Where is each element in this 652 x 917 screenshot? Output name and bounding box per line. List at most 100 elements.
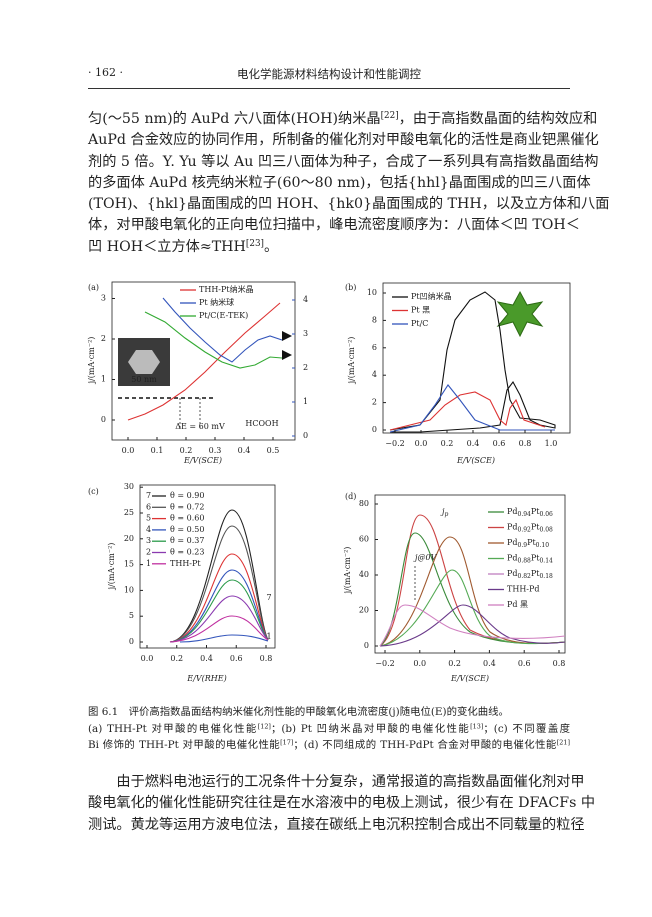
curve: [379, 536, 566, 647]
x-tick-label: 0.0: [141, 654, 154, 663]
y-tick-label: 80: [359, 499, 369, 508]
x-tick-label: 0.6: [493, 439, 506, 448]
x-axis-label: E/V(SCE): [456, 456, 495, 465]
text: Bi 修饰的 THH-Pt 对甲酸的电催化性能: [88, 739, 281, 752]
legend-text: 0.92: [518, 526, 532, 533]
running-title: 电化学能源材料结构设计和性能调控: [237, 67, 421, 81]
legend-label: Pd0.88Pt0.14: [507, 554, 553, 565]
y-axis-label: j/(mA·cm⁻²): [87, 337, 96, 385]
text-line: AuPd 合金效应的协同作用，所制备的催化剂对甲酸电氧化的活性是商业钯黑催化: [88, 130, 599, 151]
caption: 图 6.1 评价高指数晶面结构纳米催化剂性能的甲酸氧化电流密度(j)随电位(E)…: [88, 704, 570, 754]
legend-text: Pt: [527, 538, 536, 547]
curve: [169, 579, 269, 643]
legend-text: Pt: [531, 523, 540, 532]
annotation: 50 nm: [131, 375, 157, 384]
legend-text: Pd: [507, 569, 518, 578]
text: 的多面体 AuPd 核壳纳米粒子(60～80 nm)，包括{hhl}晶面围成的凹…: [88, 174, 591, 191]
legend-label: Pd 黑: [507, 600, 528, 609]
x-tick-label: 0.4: [483, 659, 496, 668]
citation: [17]: [280, 738, 294, 747]
legend-text: 0.94: [518, 511, 532, 518]
x-tick-label: 0.8: [260, 654, 273, 663]
x-tick-label: 0.3: [209, 446, 222, 455]
text: 凹 HOH＜立方体≈THH: [88, 238, 246, 255]
legend-text: Pd 黑: [507, 600, 528, 609]
legend-label: Pd0.92Pt0.08: [507, 523, 553, 534]
text-line: 测试。黄龙等运用方波电位法，直接在碳纸上电沉积控制合成出不同载量的粒径: [88, 815, 585, 836]
y-tick-label: 30: [124, 482, 134, 491]
legend-text: Pt 黑: [411, 306, 430, 315]
x-axis-label: E/V(RHE): [186, 674, 226, 683]
legend-number: 3: [146, 536, 151, 545]
y2-tick-label: 3: [303, 329, 308, 338]
x-tick-label: 0.1: [151, 446, 164, 455]
text-line: Bi 修饰的 THH-Pt 对甲酸的电催化性能[17]；(d) 不同组成的 TH…: [88, 737, 570, 754]
inset-particle: [128, 350, 160, 374]
legend-text: Pt 纳米球: [199, 297, 234, 307]
text-line: 凹 HOH＜立方体≈THH[23]。: [88, 237, 570, 258]
page-number: · 162 ·: [88, 66, 123, 79]
legend-text: Pt凹纳米晶: [411, 291, 452, 301]
legend-label: THH-Pt纳米晶: [199, 284, 254, 294]
particle-icon: [496, 290, 544, 338]
legend-label: Pd0.94Pt0.06: [507, 507, 553, 518]
legend-text: 0.08: [539, 526, 553, 533]
x-tick-label: 0.8: [553, 659, 566, 668]
y-tick-label: 0: [364, 641, 369, 650]
x-tick-label: −0.2: [385, 439, 404, 448]
y-tick-label: 10: [124, 585, 134, 594]
annotation: 7: [266, 593, 271, 602]
text-line: 图 6.1 评价高指数晶面结构纳米催化剂性能的甲酸氧化电流密度(j)随电位(E)…: [88, 704, 570, 721]
panel-label: (a): [88, 283, 99, 292]
y-tick-label: 20: [359, 606, 369, 615]
x-tick-label: −0.2: [375, 659, 394, 668]
x-tick-label: 0.2: [441, 439, 454, 448]
y-tick-label: 2: [101, 334, 106, 343]
annotation: j@0V: [413, 553, 438, 562]
curve: [169, 595, 269, 643]
text-line: 剂的 5 倍。Y. Yu 等以 Au 凹三八面体为种子，合成了一系列具有高指数晶…: [88, 152, 598, 173]
legend-text: 0.88: [518, 557, 532, 564]
legend-label: θ = 0.60: [170, 514, 204, 523]
curve: [127, 302, 281, 421]
x-tick-label: 0.0: [122, 446, 135, 455]
text: AuPd 合金效应的协同作用，所制备的催化剂对甲酸电氧化的活性是商业钯黑催化: [88, 132, 599, 149]
citation: [13]: [470, 722, 484, 731]
legend-number: 6: [146, 502, 151, 511]
y-tick-label: 6: [372, 343, 377, 352]
curve: [389, 384, 555, 433]
text: ，由于高指数晶面的结构效应和: [398, 111, 598, 127]
x-tick-label: 0.4: [238, 446, 251, 455]
y-tick-label: 15: [124, 560, 134, 569]
text: ；(c) 不同覆盖度: [483, 722, 571, 735]
legend-label: THH-Pd: [507, 585, 540, 594]
x-tick-label: 1.0: [545, 439, 558, 448]
text-line: 由于燃料电池运行的工况条件十分复杂，通常报道的高指数晶面催化剂对甲: [88, 772, 584, 793]
curve: [169, 615, 269, 643]
curve: [162, 297, 283, 363]
legend-text: 0.18: [539, 573, 553, 580]
annotation-text: j: [440, 507, 445, 516]
x-tick-label: 0.4: [467, 439, 480, 448]
y-tick-label: 0: [101, 415, 106, 424]
legend-label: Pd0.82Pt0.18: [507, 569, 553, 580]
paragraph: 匀(～55 nm)的 AuPd 六八面体(HOH)纳米晶[22]，由于高指数晶面…: [88, 109, 609, 258]
curve: [379, 514, 566, 647]
legend-label: Pt 黑: [411, 306, 430, 315]
legend-label: Pt/C(E-TEK): [199, 311, 248, 320]
plot-frame: [374, 494, 566, 654]
legend-text: Pt/C: [411, 319, 428, 328]
legend-text: THH-Pt纳米晶: [199, 284, 254, 294]
legend-number: 1: [146, 559, 151, 568]
annotation: jp: [440, 507, 448, 518]
text: (TOH)、{hkl}晶面围成的凹 HOH、{hk0}晶面围成的 THH，以及立…: [88, 196, 610, 213]
legend-text: THH-Pd: [507, 585, 540, 594]
y-tick-label: 3: [101, 294, 106, 303]
y2-tick-label: 0: [303, 431, 308, 440]
curve: [389, 291, 556, 433]
annotation-text: p: [444, 511, 448, 518]
text: 。: [263, 238, 279, 255]
legend-label: θ = 0.72: [170, 502, 204, 511]
y2-tick-label: 2: [303, 363, 308, 372]
